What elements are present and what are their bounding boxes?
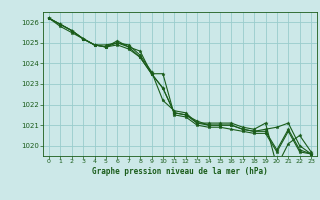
X-axis label: Graphe pression niveau de la mer (hPa): Graphe pression niveau de la mer (hPa): [92, 167, 268, 176]
